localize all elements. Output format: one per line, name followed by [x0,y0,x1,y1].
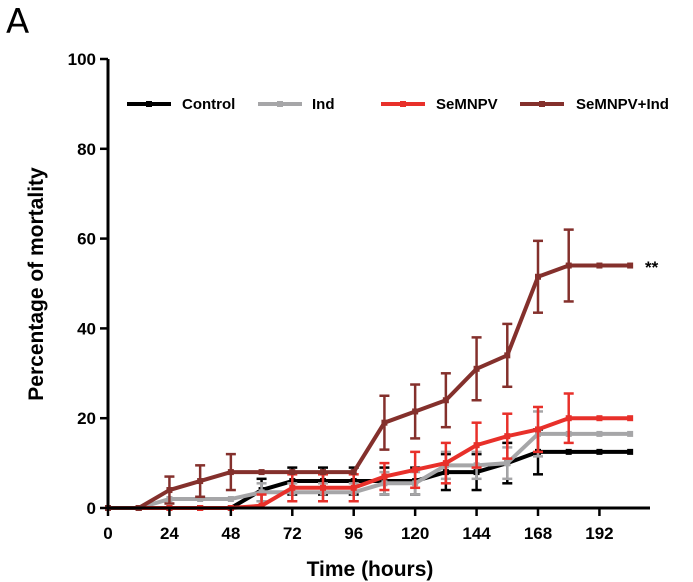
series-line-ind [108,431,631,510]
data-point [565,448,572,455]
data-point [627,262,634,269]
y-tick-label: 80 [77,140,96,159]
x-tick-label: 192 [585,524,613,543]
axes-layer [106,59,650,510]
data-point [473,442,480,449]
data-point [473,365,480,372]
legend-item-semnpv: SeMNPV [381,96,498,113]
data-point [442,460,449,467]
y-tick-label: 40 [77,319,96,338]
data-point [442,397,449,404]
data-point [258,489,265,496]
x-tick-label: 168 [524,524,552,543]
data-point [350,484,357,491]
data-point [627,430,634,437]
data-point [197,496,204,503]
data-point [627,415,634,422]
data-point [289,484,296,491]
data-point [381,473,388,480]
data-point [258,502,265,509]
data-point [535,273,541,280]
data-point [596,430,603,437]
data-point [412,408,419,415]
x-tick-label: 144 [462,524,491,543]
data-point [565,415,572,422]
legend-label: Control [182,96,235,113]
series-semnpv-ind [105,228,634,511]
legend-marker [146,101,152,107]
series-ind [105,410,634,511]
x-axis-title: Time (hours) [307,558,434,581]
data-point [289,469,296,476]
x-tick-label: 120 [401,524,429,543]
data-point [596,415,603,422]
data-point [227,469,234,476]
legend-item-ind: Ind [258,96,335,113]
data-point [258,469,265,476]
x-tick-label: 24 [160,524,179,543]
data-point [412,466,419,473]
data-point [627,448,634,455]
legend-marker [277,101,283,107]
legend-marker [539,101,545,107]
y-axis-title: Percentage of mortality [25,167,48,401]
series-layer [105,228,634,511]
data-point [227,496,234,503]
data-point [504,352,511,359]
data-point [596,448,603,455]
data-point [320,484,326,491]
data-point [596,262,603,269]
ticks-layer: 0 24 48 72 96 120 144 168 192 0 20 40 60 80 100 [68,50,614,543]
data-point [565,262,572,269]
significance-annotation: ** [645,258,659,277]
legend-label: SeMNPV+Ind [576,96,669,113]
x-tick-label: 48 [221,524,240,543]
data-point [320,469,326,476]
data-point [504,460,511,467]
x-tick-label: 72 [283,524,302,543]
data-point [381,419,388,426]
data-point [504,433,511,440]
data-point [535,426,541,433]
y-tick-label: 60 [77,230,96,249]
legend-label: Ind [312,96,335,113]
legend-label: SeMNPV [436,96,498,113]
legend-item-semnpv-ind: SeMNPV+Ind [520,96,669,113]
legend-marker [400,101,406,107]
y-tick-label: 0 [87,499,96,518]
legend-item-control: Control [127,96,235,113]
data-point [166,487,173,494]
panel-label: A [6,2,30,42]
x-tick-label: 96 [344,524,363,543]
y-tick-label: 20 [77,409,96,428]
data-point [350,469,357,476]
data-point [197,478,204,485]
series-line-semnpv-ind [108,263,631,510]
legend: Control Ind SeMNPV SeMNPV+Ind [127,96,669,113]
x-tick-label: 0 [103,524,112,543]
series-line-semnpv [108,416,631,510]
y-tick-label: 100 [68,50,96,69]
